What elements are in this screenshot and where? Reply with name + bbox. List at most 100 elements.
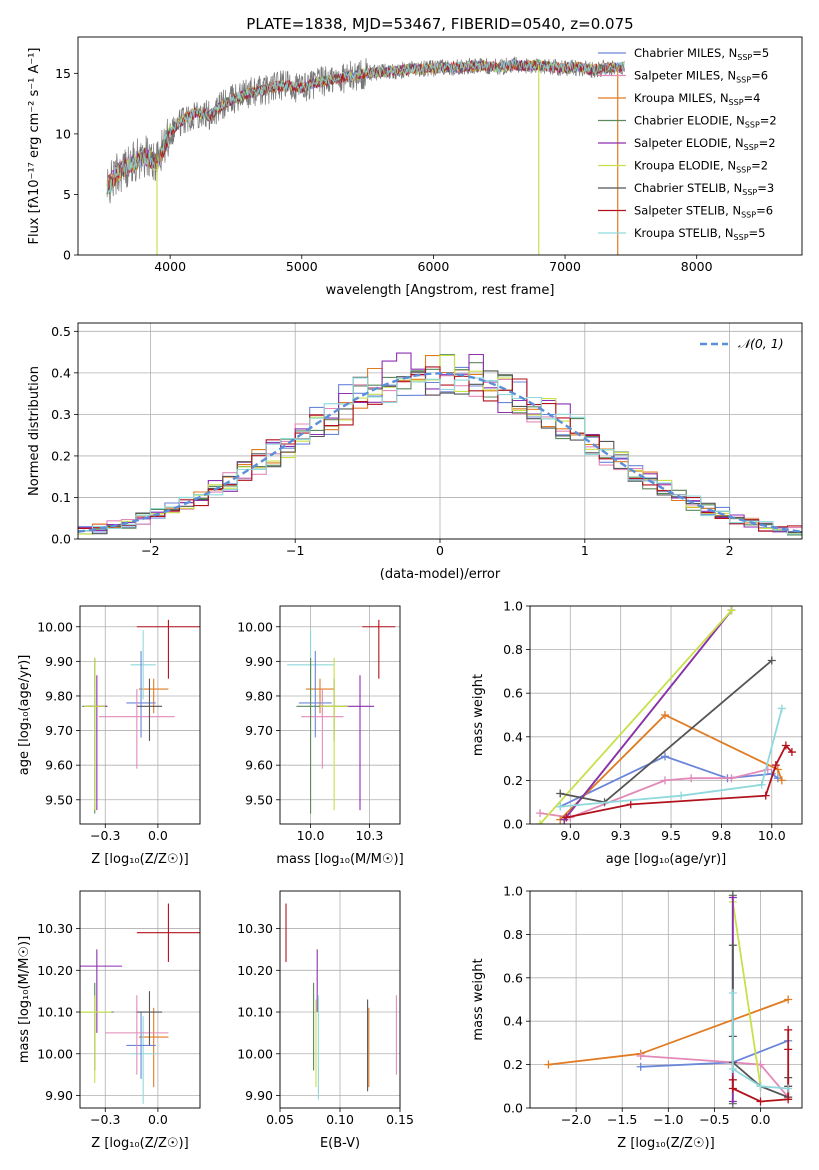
massweight-Z-xtick-label: −0.5: [699, 1112, 729, 1127]
age-mass-ytick-label: 9.60: [245, 758, 273, 773]
massweight-age-ytick-label: 0.4: [503, 729, 523, 744]
age-Z-ylabel: age [log₁₀(age/yr)]: [17, 655, 32, 776]
age-Z-ytick-label: 9.70: [45, 723, 73, 738]
massweight-age-xtick-label: 9.8: [711, 828, 731, 843]
mass-EBV-xtick-label: 0.10: [326, 1112, 354, 1127]
spectrum-legend-label: Salpeter ELODIE, NSSP=2: [634, 136, 776, 152]
spectrum-xtick-label: 8000: [681, 259, 713, 274]
age-mass-ytick-label: 9.70: [245, 723, 273, 738]
mass-EBV-xtick-label: 0.05: [266, 1112, 294, 1127]
spectrum-xtick-label: 4000: [154, 259, 186, 274]
massweight-age-marker-salpeter-stelib: [626, 800, 635, 809]
massweight-Z-marker-kroupa-miles: [784, 995, 793, 1004]
massweight-age-line-kroupa-elodie: [539, 609, 733, 824]
age-Z-plot-area: [82, 619, 200, 814]
spectrum-xtick-label: 7000: [549, 259, 581, 274]
massweight-Z-line-salpeter-miles: [640, 1055, 789, 1098]
age-mass-errorbar-kroupa-elodie: [320, 657, 349, 811]
massweight-age-marker-kroupa-elodie: [536, 820, 545, 824]
massweight-age-marker-salpeter-stelib: [771, 761, 780, 770]
age-mass-errorbar-salpeter-elodie: [345, 675, 375, 811]
massweight-age-marker-salpeter-miles: [727, 774, 736, 783]
massweight-Z-marker-kroupa-stelib: [784, 1084, 793, 1093]
mass-Z-ytick-label: 10.10: [37, 1005, 73, 1020]
age-Z-ytick-label: 10.00: [37, 619, 73, 634]
mass-Z-errorbar-kroupa-stelib: [130, 1016, 156, 1104]
spectrum-xtick-label: 6000: [418, 259, 450, 274]
massweight-Z-marker-kroupa-miles: [544, 1060, 553, 1069]
age-Z-errorbar-kroupa-miles: [138, 678, 169, 714]
massweight-age-ytick-label: 0.2: [503, 773, 523, 788]
age-mass-frame: [279, 605, 401, 825]
residuals-ytick-label: 0.3: [51, 407, 71, 422]
massweight-age-ytick-label: 0.0: [503, 817, 523, 832]
residuals-xtick-label: −2: [141, 543, 159, 558]
massweight-Z-marker-salpeter-miles: [636, 1051, 645, 1060]
massweight-Z-marker-salpeter-elodie: [728, 893, 737, 902]
mass-Z-errorbar-salpeter-elodie: [80, 949, 123, 1033]
age-mass-ytick-label: 10.00: [237, 619, 273, 634]
age-mass-xtick-label: 10.3: [355, 828, 383, 843]
spectrum-plot-area: [106, 56, 625, 255]
spectrum-ytick-label: 10: [55, 126, 71, 141]
massweight-Z-axes: −2.0 −1.5 −1.0 −0.5 0.0 0.0 0.2 0.4 0.6 0.8 1.0 Z […: [471, 884, 802, 1151]
massweight-Z-marker-salpeter-stelib: [784, 1045, 793, 1054]
massweight-Z-marker-salpeter-stelib: [756, 1097, 765, 1106]
spectrum-legend-label: Kroupa STELIB, NSSP=5: [634, 226, 765, 242]
spectrum-ytick-label: 5: [63, 187, 71, 202]
massweight-age-ytick-label: 0.8: [503, 642, 523, 657]
age-Z-errorbar-chabrier-stelib: [136, 678, 163, 741]
age-Z-errorbar-chabrier-miles: [126, 650, 156, 738]
age-Z-ytick-label: 9.90: [45, 654, 73, 669]
spectrum-data-line: [106, 56, 625, 204]
mass-EBV-ytick-label: 10.10: [237, 1005, 273, 1020]
age-Z-errorbar-kroupa-stelib: [130, 630, 156, 700]
mass-EBV-plot-area: [285, 903, 397, 1100]
massweight-age-marker-salpeter-stelib: [787, 748, 796, 757]
mass-Z-ytick-label: 10.20: [37, 963, 73, 978]
massweight-Z-marker-salpeter-elodie: [728, 1097, 737, 1106]
spectrum-ylabel: Flux [fλ10⁻¹⁷ erg cm⁻² s⁻¹ A⁻¹]: [27, 48, 42, 245]
mass-Z-errorbar-salpeter-stelib: [136, 903, 200, 962]
massweight-Z-marker-salpeter-stelib: [728, 1084, 737, 1093]
figure-title: PLATE=1838, MJD=53467, FIBERID=0540, z=0…: [246, 15, 633, 33]
residuals-normal-curve: [78, 372, 802, 533]
mass-EBV-frame: [279, 890, 401, 1109]
residuals-legend-label: 𝒩(0, 1): [738, 336, 784, 351]
massweight-age-xtick-label: 10.0: [758, 828, 786, 843]
spectrum-frame: [77, 36, 803, 256]
mass-Z-ytick-label: 10.00: [37, 1046, 73, 1061]
massweight-Z-ytick-label: 1.0: [503, 884, 523, 899]
mass-Z-errorbar-kroupa-miles: [138, 1007, 169, 1088]
mass-Z-xtick-label: 0.0: [148, 1112, 168, 1127]
mass-EBV-xlabel: E(B-V): [320, 1136, 360, 1151]
massweight-age-xlabel: age [log₁₀(age/yr)]: [606, 852, 727, 867]
mass-Z-errorbar-kroupa-elodie: [80, 995, 112, 1083]
spectrum-legend-label: Chabrier STELIB, NSSP=3: [634, 181, 774, 197]
residuals-ytick-label: 0.4: [51, 365, 71, 380]
mass-Z-ytick-label: 9.90: [45, 1088, 73, 1103]
age-Z-errorbar-kroupa-elodie: [84, 657, 106, 811]
mass-Z-ylabel: mass [log₁₀(M/M☉)]: [17, 936, 32, 1063]
massweight-Z-ylabel: mass weight: [471, 958, 486, 1040]
spectrum-ytick-label: 0: [63, 248, 71, 263]
massweight-Z-ytick-label: 0.8: [503, 927, 523, 942]
age-mass-xtick-label: 10.0: [297, 828, 325, 843]
spectrum-legend-label: Kroupa ELODIE, NSSP=2: [634, 159, 768, 175]
massweight-Z-xtick-label: −2.0: [561, 1112, 591, 1127]
mass-EBV-ytick-label: 10.30: [237, 921, 273, 936]
massweight-age-ytick-label: 0.6: [503, 686, 523, 701]
massweight-age-ytick-label: 1.0: [503, 599, 523, 614]
massweight-age-xtick-label: 9.0: [560, 828, 580, 843]
massweight-Z-xlabel: Z [log₁₀(Z/Z☉)]: [617, 1136, 714, 1151]
massweight-age-marker-salpeter-miles: [660, 776, 669, 785]
mass-Z-errorbar-salpeter-miles: [105, 995, 169, 1075]
massweight-age-marker-kroupa-stelib: [677, 791, 686, 800]
spectrum-model-kroupa-stelib: [106, 59, 625, 195]
mass-EBV-ytick-label: 10.20: [237, 963, 273, 978]
massweight-age-xtick-label: 9.3: [611, 828, 631, 843]
age-mass-plot-area: [287, 619, 396, 814]
massweight-Z-plot-area: [544, 891, 793, 1108]
massweight-age-line-kroupa-miles: [559, 713, 783, 821]
massweight-age-marker-kroupa-elodie: [727, 606, 736, 615]
